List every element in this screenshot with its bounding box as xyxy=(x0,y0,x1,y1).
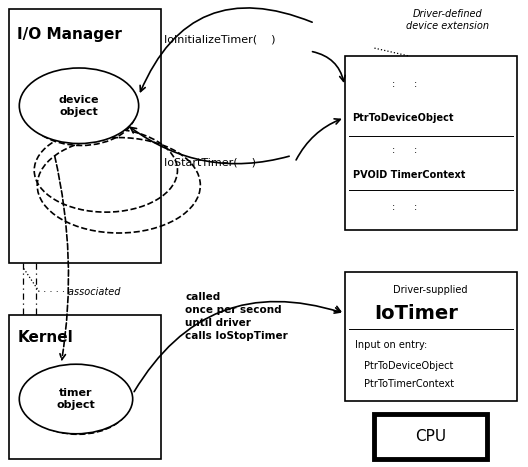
Text: :      :: : : xyxy=(392,202,417,212)
Bar xyxy=(10,9,161,263)
Text: Input on entry:: Input on entry: xyxy=(354,340,427,350)
Text: PtrToDeviceObject: PtrToDeviceObject xyxy=(364,361,454,371)
Text: Kernel: Kernel xyxy=(17,331,73,346)
Text: PtrToTimerContext: PtrToTimerContext xyxy=(364,379,455,389)
Text: Driver-defined
device extension: Driver-defined device extension xyxy=(407,9,489,31)
Text: :      :: : : xyxy=(392,146,417,156)
Bar xyxy=(345,56,517,230)
Bar xyxy=(345,272,517,401)
Text: PtrToDeviceObject: PtrToDeviceObject xyxy=(353,113,454,123)
Text: :      :: : : xyxy=(392,79,417,89)
Text: CPU: CPU xyxy=(415,429,446,444)
Ellipse shape xyxy=(27,372,129,434)
Bar xyxy=(10,314,161,459)
Text: timer
object: timer object xyxy=(56,388,96,410)
Text: I/O Manager: I/O Manager xyxy=(17,27,122,42)
Ellipse shape xyxy=(20,68,139,143)
Text: · · · · associated: · · · · associated xyxy=(43,287,121,297)
Text: IoTimer: IoTimer xyxy=(374,304,458,323)
Text: IoInitializeTimer(    ): IoInitializeTimer( ) xyxy=(164,34,275,44)
Text: IoStartTimer(    ): IoStartTimer( ) xyxy=(164,157,256,168)
Bar xyxy=(374,414,487,459)
Ellipse shape xyxy=(26,76,136,146)
Text: PVOID TimerContext: PVOID TimerContext xyxy=(353,170,465,180)
Ellipse shape xyxy=(20,364,133,434)
Text: Driver-supplied: Driver-supplied xyxy=(393,285,468,295)
Text: called
once per second
until driver
calls IoStopTimer: called once per second until driver call… xyxy=(185,292,288,341)
Text: device
object: device object xyxy=(59,95,99,117)
